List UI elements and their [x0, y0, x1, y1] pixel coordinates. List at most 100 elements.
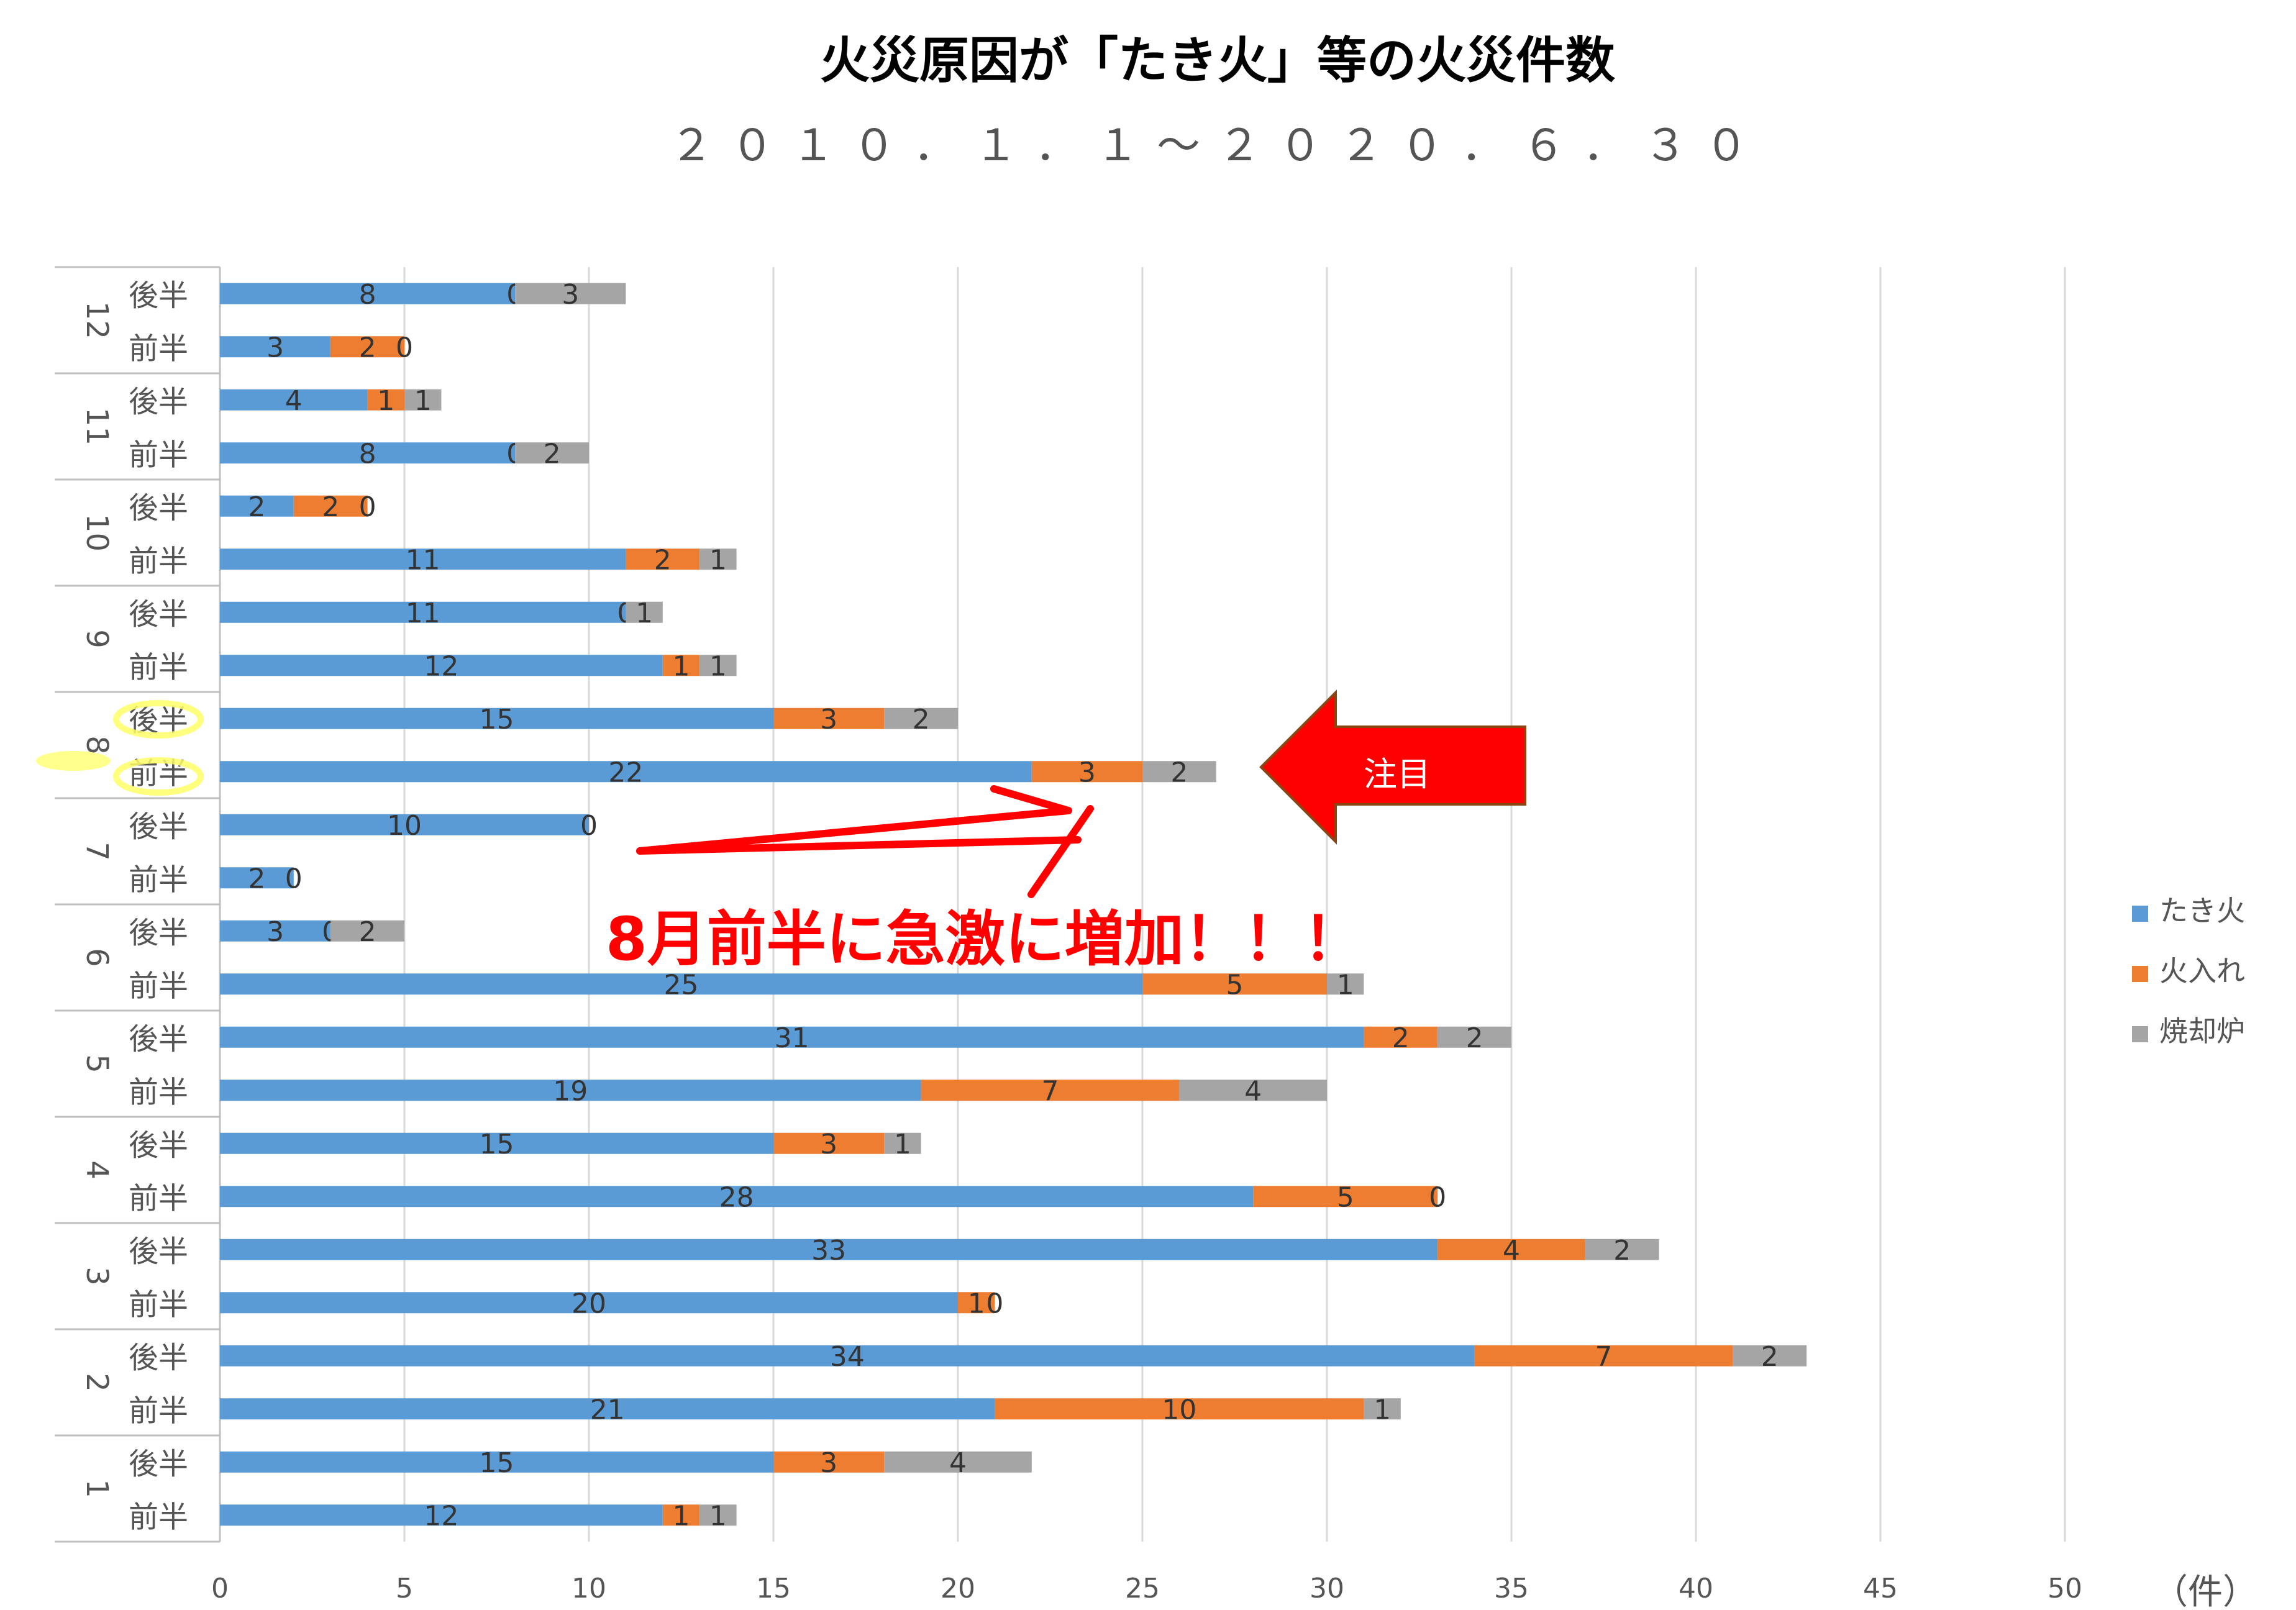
data-label: 2 [248, 491, 265, 523]
bar-segment [1474, 1345, 1733, 1367]
data-label: 2 [1392, 1022, 1410, 1054]
data-label: 15 [480, 1447, 514, 1479]
data-label: 2 [1761, 1341, 1779, 1373]
data-label: 1 [709, 544, 727, 576]
bar-segment [1437, 1026, 1511, 1048]
bar-segment [330, 920, 404, 942]
bar-segment [220, 1186, 1254, 1208]
data-label: 28 [719, 1181, 754, 1213]
bar-segment [995, 1398, 1364, 1420]
data-label: 22 [608, 757, 643, 788]
bar-segment [1179, 1080, 1327, 1101]
bar-segment [220, 601, 626, 623]
bar-segment [515, 442, 589, 464]
annotations: 注目 8月前半に急激に増加！！！ [36, 689, 1526, 974]
data-label: 33 [811, 1235, 846, 1267]
x-tick-labels: 0 5 10 15 20 25 30 35 40 45 50 [211, 1573, 2082, 1604]
data-label: 0 [285, 863, 303, 894]
data-label: 1 [636, 598, 653, 629]
data-label: 34 [830, 1341, 865, 1373]
data-label: 1 [673, 1500, 690, 1532]
data-label: 2 [1613, 1235, 1631, 1267]
data-label: 0 [986, 1288, 1003, 1319]
data-label: 12 [424, 1500, 458, 1532]
bar-segment [220, 1132, 773, 1154]
bar-segment [220, 867, 294, 889]
data-label: 0 [396, 332, 413, 363]
bar-segment [1142, 761, 1216, 783]
data-label: 1 [1337, 969, 1354, 1001]
half-label: 前半 [129, 650, 188, 684]
bar-segment [1327, 973, 1364, 995]
legend-label: 火入れ [2159, 954, 2245, 988]
data-label: 0 [359, 491, 376, 523]
half-label: 後半 [129, 597, 188, 632]
data-label: 3 [1078, 757, 1096, 788]
bar-segment [884, 1451, 1032, 1473]
attention-arrow-label: 注目 [1364, 755, 1431, 794]
bar-segment [662, 655, 700, 676]
half-label: 前半 [129, 968, 188, 1003]
data-label: 4 [1503, 1235, 1520, 1267]
data-label: 2 [322, 491, 339, 523]
data-label: 12 [424, 650, 458, 682]
bar-segment [884, 1132, 921, 1154]
x-tick-label: 20 [941, 1573, 975, 1604]
month-label: 5 [80, 1054, 114, 1073]
half-label: 前半 [129, 862, 188, 897]
half-label: 後半 [129, 916, 188, 950]
x-tick-label: 35 [1494, 1573, 1529, 1604]
legend-swatch [2132, 1026, 2148, 1042]
data-label: 1 [709, 650, 727, 682]
bar-segment [662, 1504, 700, 1526]
half-label: 後半 [129, 1340, 188, 1375]
half-label: 後半 [129, 1447, 188, 1481]
data-label: 2 [913, 704, 930, 735]
bar-segment [220, 814, 589, 835]
bar-segment [1142, 973, 1327, 995]
data-label: 1 [709, 1500, 727, 1532]
bar-segment [220, 336, 331, 358]
legend-label: たき火 [2159, 894, 2245, 927]
x-tick-label: 10 [572, 1573, 606, 1604]
x-tick-label: 25 [1125, 1573, 1160, 1604]
half-label: 前半 [129, 1499, 188, 1534]
highlight-mark [113, 700, 204, 739]
data-label: 10 [1162, 1394, 1196, 1426]
legend-swatch [2132, 966, 2148, 982]
bar-segment [220, 655, 663, 676]
data-label: 0 [580, 810, 598, 842]
legend-swatch [2132, 906, 2148, 922]
half-label: 後半 [129, 1128, 188, 1163]
data-label: 1 [1374, 1394, 1391, 1426]
data-label: 25 [664, 969, 699, 1001]
data-label: 8 [359, 438, 376, 470]
data-label: 1 [673, 650, 690, 682]
bar-segment [220, 1292, 958, 1314]
data-label: 3 [820, 1129, 837, 1160]
bar-segment [699, 548, 737, 570]
attention-arrow [1259, 689, 1526, 845]
bar-segment [220, 761, 1032, 783]
data-label: 2 [359, 332, 376, 363]
bar-segment [626, 548, 700, 570]
x-tick-label: 0 [211, 1573, 229, 1604]
month-label: 3 [80, 1267, 114, 1286]
x-tick-label: 30 [1310, 1573, 1344, 1604]
data-label: 10 [387, 810, 422, 842]
data-label: 3 [820, 704, 837, 735]
month-label: 7 [80, 842, 114, 861]
month-label: 12 [80, 301, 114, 339]
bar-segment [404, 389, 442, 411]
month-label: 11 [80, 407, 114, 445]
data-label: 1 [894, 1129, 911, 1160]
half-label: 前半 [129, 1287, 188, 1322]
gridlines [219, 267, 2066, 1542]
data-label: 19 [553, 1075, 588, 1107]
data-label: 1 [377, 385, 394, 417]
bar-segment [1437, 1239, 1585, 1260]
bar-segment [1364, 1398, 1401, 1420]
half-label: 前半 [129, 331, 188, 366]
bar-segment [958, 1292, 995, 1314]
